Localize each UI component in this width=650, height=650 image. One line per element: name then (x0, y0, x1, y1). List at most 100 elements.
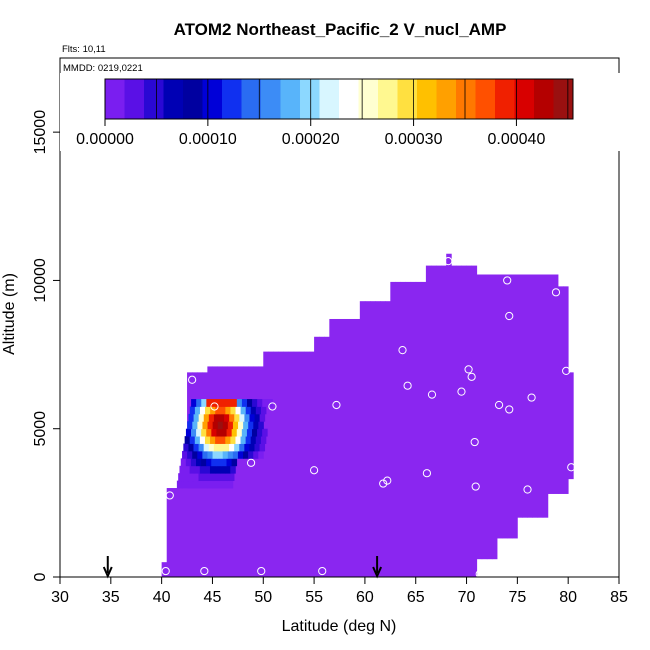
plume-cell (193, 443, 199, 452)
plume-cell (201, 458, 207, 467)
colorbar-swatch (222, 79, 242, 119)
plume-cell (185, 428, 192, 437)
plume-cell (194, 406, 201, 415)
plume-cell (252, 399, 258, 407)
colorbar-swatch (534, 79, 554, 119)
colorbar-swatch (553, 79, 574, 119)
plume-cell (235, 406, 242, 415)
region-column (568, 372, 574, 480)
sample-point (505, 311, 514, 321)
plume-cell (253, 450, 259, 459)
x-tick-label: 60 (356, 589, 374, 606)
colorbar-swatch (397, 79, 418, 119)
plume-cell (241, 428, 248, 437)
plume-cell (234, 413, 240, 422)
y-axis: 0 5000 10000 15000 (32, 110, 60, 581)
region-column (375, 301, 381, 577)
sample-point (210, 402, 219, 411)
sample-point (567, 463, 576, 472)
region-column (380, 301, 386, 577)
region-column (405, 281, 412, 577)
sample-point (398, 346, 407, 355)
colorbar-swatch (436, 79, 457, 119)
region-column (181, 488, 188, 577)
plume-cell (254, 413, 261, 422)
y-axis-label: Altitude (m) (1, 273, 18, 355)
plume-cell (220, 406, 226, 415)
region-column (263, 351, 269, 577)
plume-cell (226, 399, 233, 407)
plume-cell (180, 458, 187, 467)
x-tick-label: 55 (305, 589, 323, 606)
region-column (527, 274, 534, 518)
plume-cell (189, 406, 196, 415)
plume-cell (203, 443, 210, 452)
plume-cell (237, 450, 244, 459)
region-column (522, 274, 528, 518)
region-column (364, 301, 371, 577)
region-column (339, 318, 345, 577)
plume-cell (218, 473, 225, 482)
region-column (537, 274, 544, 518)
sample-point (309, 466, 319, 475)
flight-markers (102, 556, 383, 579)
region-column (517, 274, 523, 518)
plume-cell (181, 480, 188, 489)
region-column (558, 286, 564, 494)
region-column (547, 274, 554, 494)
region-column (324, 336, 330, 577)
sample-point (268, 402, 277, 411)
region-column (166, 488, 173, 577)
plume-cell (216, 428, 222, 437)
plume-cell (208, 473, 215, 482)
plume-cell (212, 450, 219, 459)
plume-cell (253, 421, 259, 430)
plume-cell (190, 458, 197, 467)
plume-cell (196, 428, 202, 437)
plume-cell (191, 428, 197, 437)
plume-cell (259, 413, 266, 422)
plume-cell (234, 443, 240, 452)
region-column (268, 351, 274, 577)
plume-cell (212, 480, 218, 489)
plume-cell (230, 465, 236, 474)
plume-cell (213, 473, 220, 482)
sample-point (551, 288, 561, 297)
region-column (237, 366, 244, 577)
region-column (502, 274, 508, 539)
plume-cell (262, 428, 268, 437)
plume-cell (267, 399, 273, 407)
plume-cell (221, 399, 228, 407)
plume-cell (226, 458, 232, 467)
region-column (466, 265, 473, 577)
plume-cell (230, 406, 236, 415)
flight-marker-arrow-icon (372, 566, 383, 579)
plume-cell (217, 480, 224, 489)
region-column (395, 281, 401, 577)
plume-cell (227, 421, 234, 430)
plume-cell (194, 436, 201, 444)
plume-cell (240, 406, 247, 415)
colorbar-swatch (475, 79, 496, 119)
region-column (507, 274, 513, 539)
y-tick-label: 10000 (32, 258, 49, 303)
plume-cell (184, 436, 191, 444)
plume-cell (203, 473, 210, 482)
plume-cell (245, 436, 252, 444)
plume-cell (197, 450, 203, 459)
plume-cell (204, 465, 211, 474)
colorbar-swatch (300, 79, 320, 119)
region-column (253, 366, 259, 577)
plume-cell (243, 421, 249, 430)
plume-cell (189, 465, 196, 474)
plume-cell (220, 465, 226, 474)
plume-cell (230, 436, 236, 444)
x-tick-label: 75 (508, 589, 526, 606)
plume-cell (198, 473, 204, 482)
plume-cell (216, 458, 222, 467)
sample-point (527, 393, 536, 402)
sample-point (471, 482, 480, 491)
region-column (491, 274, 498, 560)
region-column (303, 351, 310, 577)
plume-cell (198, 443, 205, 452)
